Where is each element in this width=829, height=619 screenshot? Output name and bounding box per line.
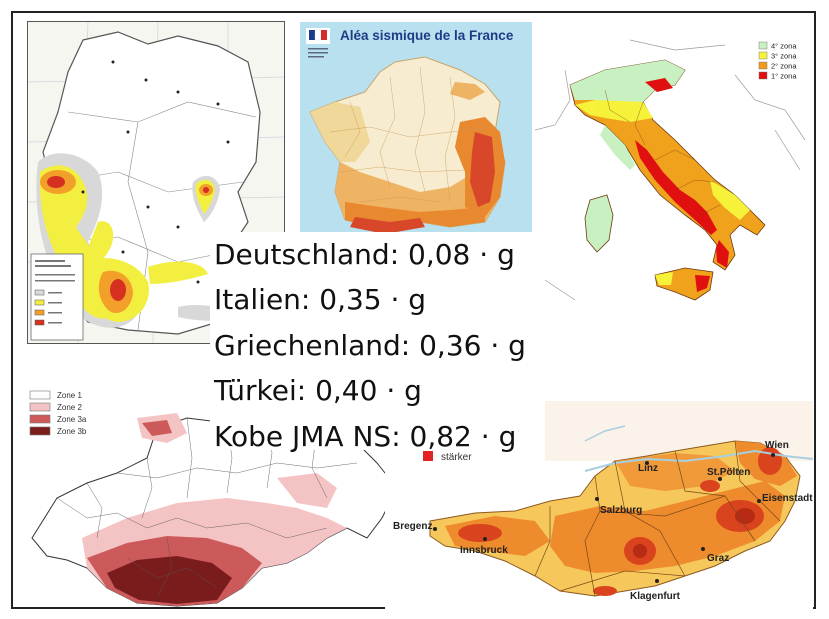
switzerland-legend-swatch-zone3b (29, 426, 51, 436)
austria-legend-swatch (423, 451, 433, 461)
switzerland-legend-swatch-zone1 (29, 390, 51, 400)
city-label-wien: Wien (765, 440, 789, 451)
italy-legend: 4° zona 3° zona 2° zona 1° zona (758, 41, 797, 81)
italy-map-graphic: 4° zona 3° zona 2° zona 1° zona (535, 39, 806, 301)
france-title: Aléa sismique de la France (340, 28, 514, 43)
city-label-bregenz: Bregenz (393, 521, 432, 532)
germany-map-graphic (28, 22, 284, 343)
switzerland-legend-label: Zone 1 (57, 391, 82, 400)
italy-legend-swatch-zone4 (758, 41, 768, 50)
city-label-st-poelten: St.Pölten (707, 467, 750, 478)
city-label-salzburg: Salzburg (600, 505, 642, 516)
value-tuerkei: Türkei: 0,40 · g (214, 374, 422, 407)
city-label-klagenfurt: Klagenfurt (630, 591, 681, 602)
value-kobe: Kobe JMA NS: 0,82 · g (214, 420, 517, 453)
italy-legend-swatch-zone1 (758, 71, 768, 80)
italy-seismic-map: 4° zona 3° zona 2° zona 1° zona (535, 30, 810, 320)
acceleration-values-box (210, 232, 535, 450)
switzerland-legend: Zone 1 Zone 2 Zone 3a Zone 3b (29, 390, 87, 436)
austria-legend-label: stärker (441, 452, 472, 463)
switzerland-legend-label: Zone 2 (57, 403, 82, 412)
italy-legend-label: 2° zona (771, 62, 797, 71)
switzerland-map-graphic: Zone 1 Zone 2 Zone 3a Zone 3b (29, 390, 398, 607)
italy-legend-swatch-zone2 (758, 61, 768, 70)
germany-seismic-map (27, 21, 285, 344)
value-deutschland: Deutschland: 0,08 · g (214, 238, 515, 271)
city-label-innsbruck: Innsbruck (460, 545, 508, 556)
italy-legend-label: 1° zona (771, 72, 797, 81)
italy-legend-swatch-zone3 (758, 51, 768, 60)
switzerland-seismic-map: Zone 1 Zone 2 Zone 3a Zone 3b (27, 388, 402, 608)
switzerland-legend-label: Zone 3a (57, 415, 87, 424)
france-map-graphic: Aléa sismique de la France (300, 22, 532, 238)
france-seismic-map: Aléa sismique de la France (300, 22, 532, 238)
city-label-linz: Linz (638, 463, 658, 474)
value-griechenland: Griechenland: 0,36 · g (214, 329, 526, 362)
switzerland-legend-swatch-zone3a (29, 414, 51, 424)
switzerland-legend-label: Zone 3b (57, 427, 87, 436)
italy-legend-label: 4° zona (771, 42, 797, 51)
italy-legend-label: 3° zona (771, 52, 797, 61)
switzerland-legend-swatch-zone2 (29, 402, 51, 412)
value-italien: Italien: 0,35 · g (214, 283, 427, 316)
city-label-eisenstadt: Eisenstadt (762, 493, 813, 504)
city-label-graz: Graz (707, 553, 729, 564)
